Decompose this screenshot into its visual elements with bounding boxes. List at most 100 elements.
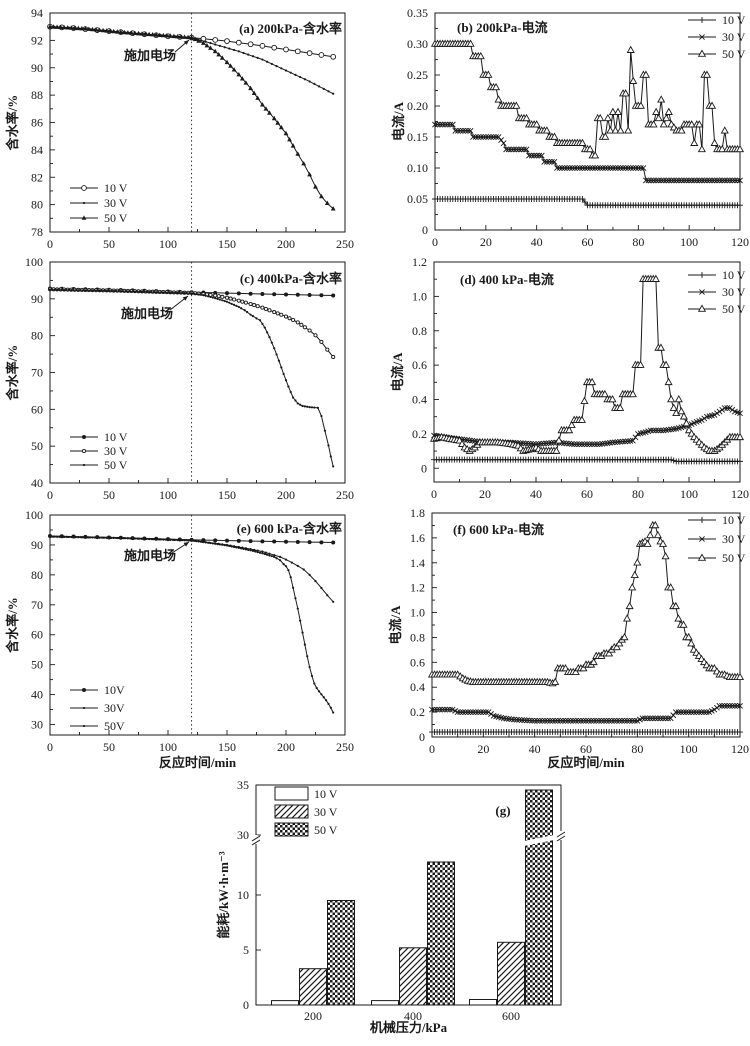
series-30V — [47, 287, 336, 360]
tick-labels: 0 20 40 60 80 100 120 0 0.2 0.4 0.6 0.8 1.0 1.2 — [412, 255, 749, 501]
legend-label: 50 V — [104, 458, 128, 472]
tick-label: 94 — [31, 6, 43, 20]
subplot-g-energy-consumption: 0 5 10 30 35 200 400 600 能耗/kW·h·m⁻³ 机械压力/kPa (g) 1… — [0, 778, 750, 1046]
legend-label: 50 V — [722, 551, 746, 565]
tick-label: 100 — [159, 740, 177, 754]
tick-label: 80 — [632, 487, 644, 501]
tick-label: 100 — [680, 487, 698, 501]
legend-label: 50 V — [314, 823, 338, 837]
series-line — [435, 124, 740, 181]
tick-label: 200 — [304, 1009, 322, 1023]
tick-label: 80 — [31, 198, 43, 212]
legend-label: 50 V — [104, 211, 128, 225]
tick-label: 0 — [429, 742, 435, 756]
tick-label: 30 — [31, 718, 43, 732]
bar — [371, 1000, 399, 1006]
tick-marks — [431, 512, 741, 738]
chart-title: (f) 600 kPa-电流 — [453, 522, 544, 537]
bar — [525, 789, 553, 1006]
series-50V — [430, 39, 745, 159]
legend-label: 10 V — [104, 430, 128, 444]
legend-label: 30 V — [314, 805, 338, 819]
series-markers — [429, 274, 745, 454]
tick-label: 84 — [31, 143, 43, 157]
tick-label: 1.2 — [412, 255, 427, 269]
x-axis-label: 机械压力/kPa — [370, 1020, 448, 1035]
tick-label: 1.8 — [410, 506, 425, 520]
subplot-c-water-content-400kpa: 0 50 100 150 200 250 40 50 60 70 80 90 100 含水率/% (c) 4… — [0, 252, 375, 504]
tick-label: 250 — [336, 740, 354, 754]
series-markers — [429, 702, 743, 724]
chart-canvas-b: 0 20 40 60 80 100 120 0 0.05 0.10 0.15 0.20 0.25 0.30… — [391, 6, 749, 249]
tick-label: 30 — [237, 828, 249, 842]
tick-label: 40 — [529, 742, 541, 756]
y-axis-label: 含水率/% — [5, 345, 20, 402]
subplot-e-water-content-600kpa: 0 50 100 150 200 250 30 40 50 60 70 80 90 100 含水率/% 反应时… — [0, 504, 375, 780]
series-10V — [431, 456, 743, 465]
legend-label: 10 V — [722, 13, 746, 27]
series-markers — [432, 196, 743, 209]
legend-label: 10V — [104, 683, 125, 697]
legend-swatch — [274, 822, 309, 837]
tick-label: 60 — [31, 628, 43, 642]
tick-labels: 0 5 10 30 35 200 400 600 — [237, 778, 520, 1023]
series-50V — [48, 288, 335, 468]
bar — [271, 1000, 299, 1006]
tick-label: 250 — [336, 237, 354, 251]
tick-label: 60 — [581, 487, 593, 501]
tick-label: 5 — [243, 943, 249, 957]
tick-label: 50 — [31, 439, 43, 453]
tick-label: 0.6 — [412, 358, 427, 372]
chart-canvas-g: 0 5 10 30 35 200 400 600 能耗/kW·h·m⁻³ 机械压力/kPa (g) 1… — [216, 778, 566, 1035]
tick-label: 50 — [31, 658, 43, 672]
bar — [427, 861, 455, 1006]
y-axis-label: 电流/A — [390, 352, 405, 392]
tick-label: 600 — [502, 1009, 520, 1023]
y-axis-label: 电流/A — [388, 605, 403, 645]
tick-label: 0 — [432, 235, 438, 249]
tick-labels: 0 50 100 150 200 250 40 50 60 70 80 90 100 — [25, 255, 354, 502]
tick-label: 0 — [243, 998, 249, 1012]
chart-title: (b) 200kPa-电流 — [457, 20, 548, 35]
chart-canvas-f: 0 20 40 60 80 100 120 0 0.2 0.4 0.6 0.8 1.0 1.2 1.4 1.6… — [388, 506, 749, 770]
tick-label: 1.0 — [412, 289, 427, 303]
series-markers — [48, 535, 335, 714]
series-50V — [47, 24, 336, 211]
subplot-a-water-content-200kpa: 0 50 100 150 200 250 78 80 82 84 86 88 90 92 94 含水率/% (a… — [0, 0, 375, 252]
tick-label: 0.15 — [407, 130, 428, 144]
chart-canvas-c: 0 50 100 150 200 250 40 50 60 70 80 90 100 含水率/% (c) 4… — [5, 255, 354, 502]
x-axis-label: 反应时间/min — [547, 755, 625, 770]
legend-label: 30 V — [722, 285, 746, 299]
chart-title: (e) 600 kPa-含水率 — [237, 521, 342, 536]
axes — [431, 512, 741, 738]
tick-label: 120 — [731, 742, 749, 756]
tick-label: 0.35 — [407, 6, 428, 20]
series-50V — [48, 535, 335, 714]
tick-label: 0 — [419, 730, 425, 744]
tick-label: 70 — [31, 366, 43, 380]
tick-label: 10 — [237, 888, 249, 902]
tick-label: 60 — [31, 402, 43, 416]
series-markers — [47, 287, 336, 360]
series-30V — [429, 702, 743, 724]
series-markers — [427, 520, 745, 687]
tick-label: 40 — [530, 487, 542, 501]
series-markers — [429, 729, 743, 736]
tick-label: 40 — [31, 476, 43, 490]
axes — [433, 261, 741, 483]
axis-break-mark — [556, 831, 566, 842]
series-markers — [432, 121, 743, 184]
tick-label: 40 — [531, 235, 543, 249]
legend-label: 10 V — [104, 181, 128, 195]
tick-label: 0 — [421, 461, 427, 475]
tick-label: 0.30 — [407, 37, 428, 51]
tick-label: 0.20 — [407, 99, 428, 113]
tick-label: 0.10 — [407, 161, 428, 175]
bar — [327, 900, 355, 1006]
annotation-text: 施加电场 — [124, 48, 176, 63]
tick-label: 1.4 — [410, 556, 425, 570]
tick-label: 150 — [218, 488, 236, 502]
legend: 10 V30 V50 V — [70, 430, 128, 472]
tick-labels: 0 50 100 150 200 250 30 40 50 60 70 80 90 100 — [25, 508, 354, 754]
tick-label: 100 — [25, 255, 43, 269]
